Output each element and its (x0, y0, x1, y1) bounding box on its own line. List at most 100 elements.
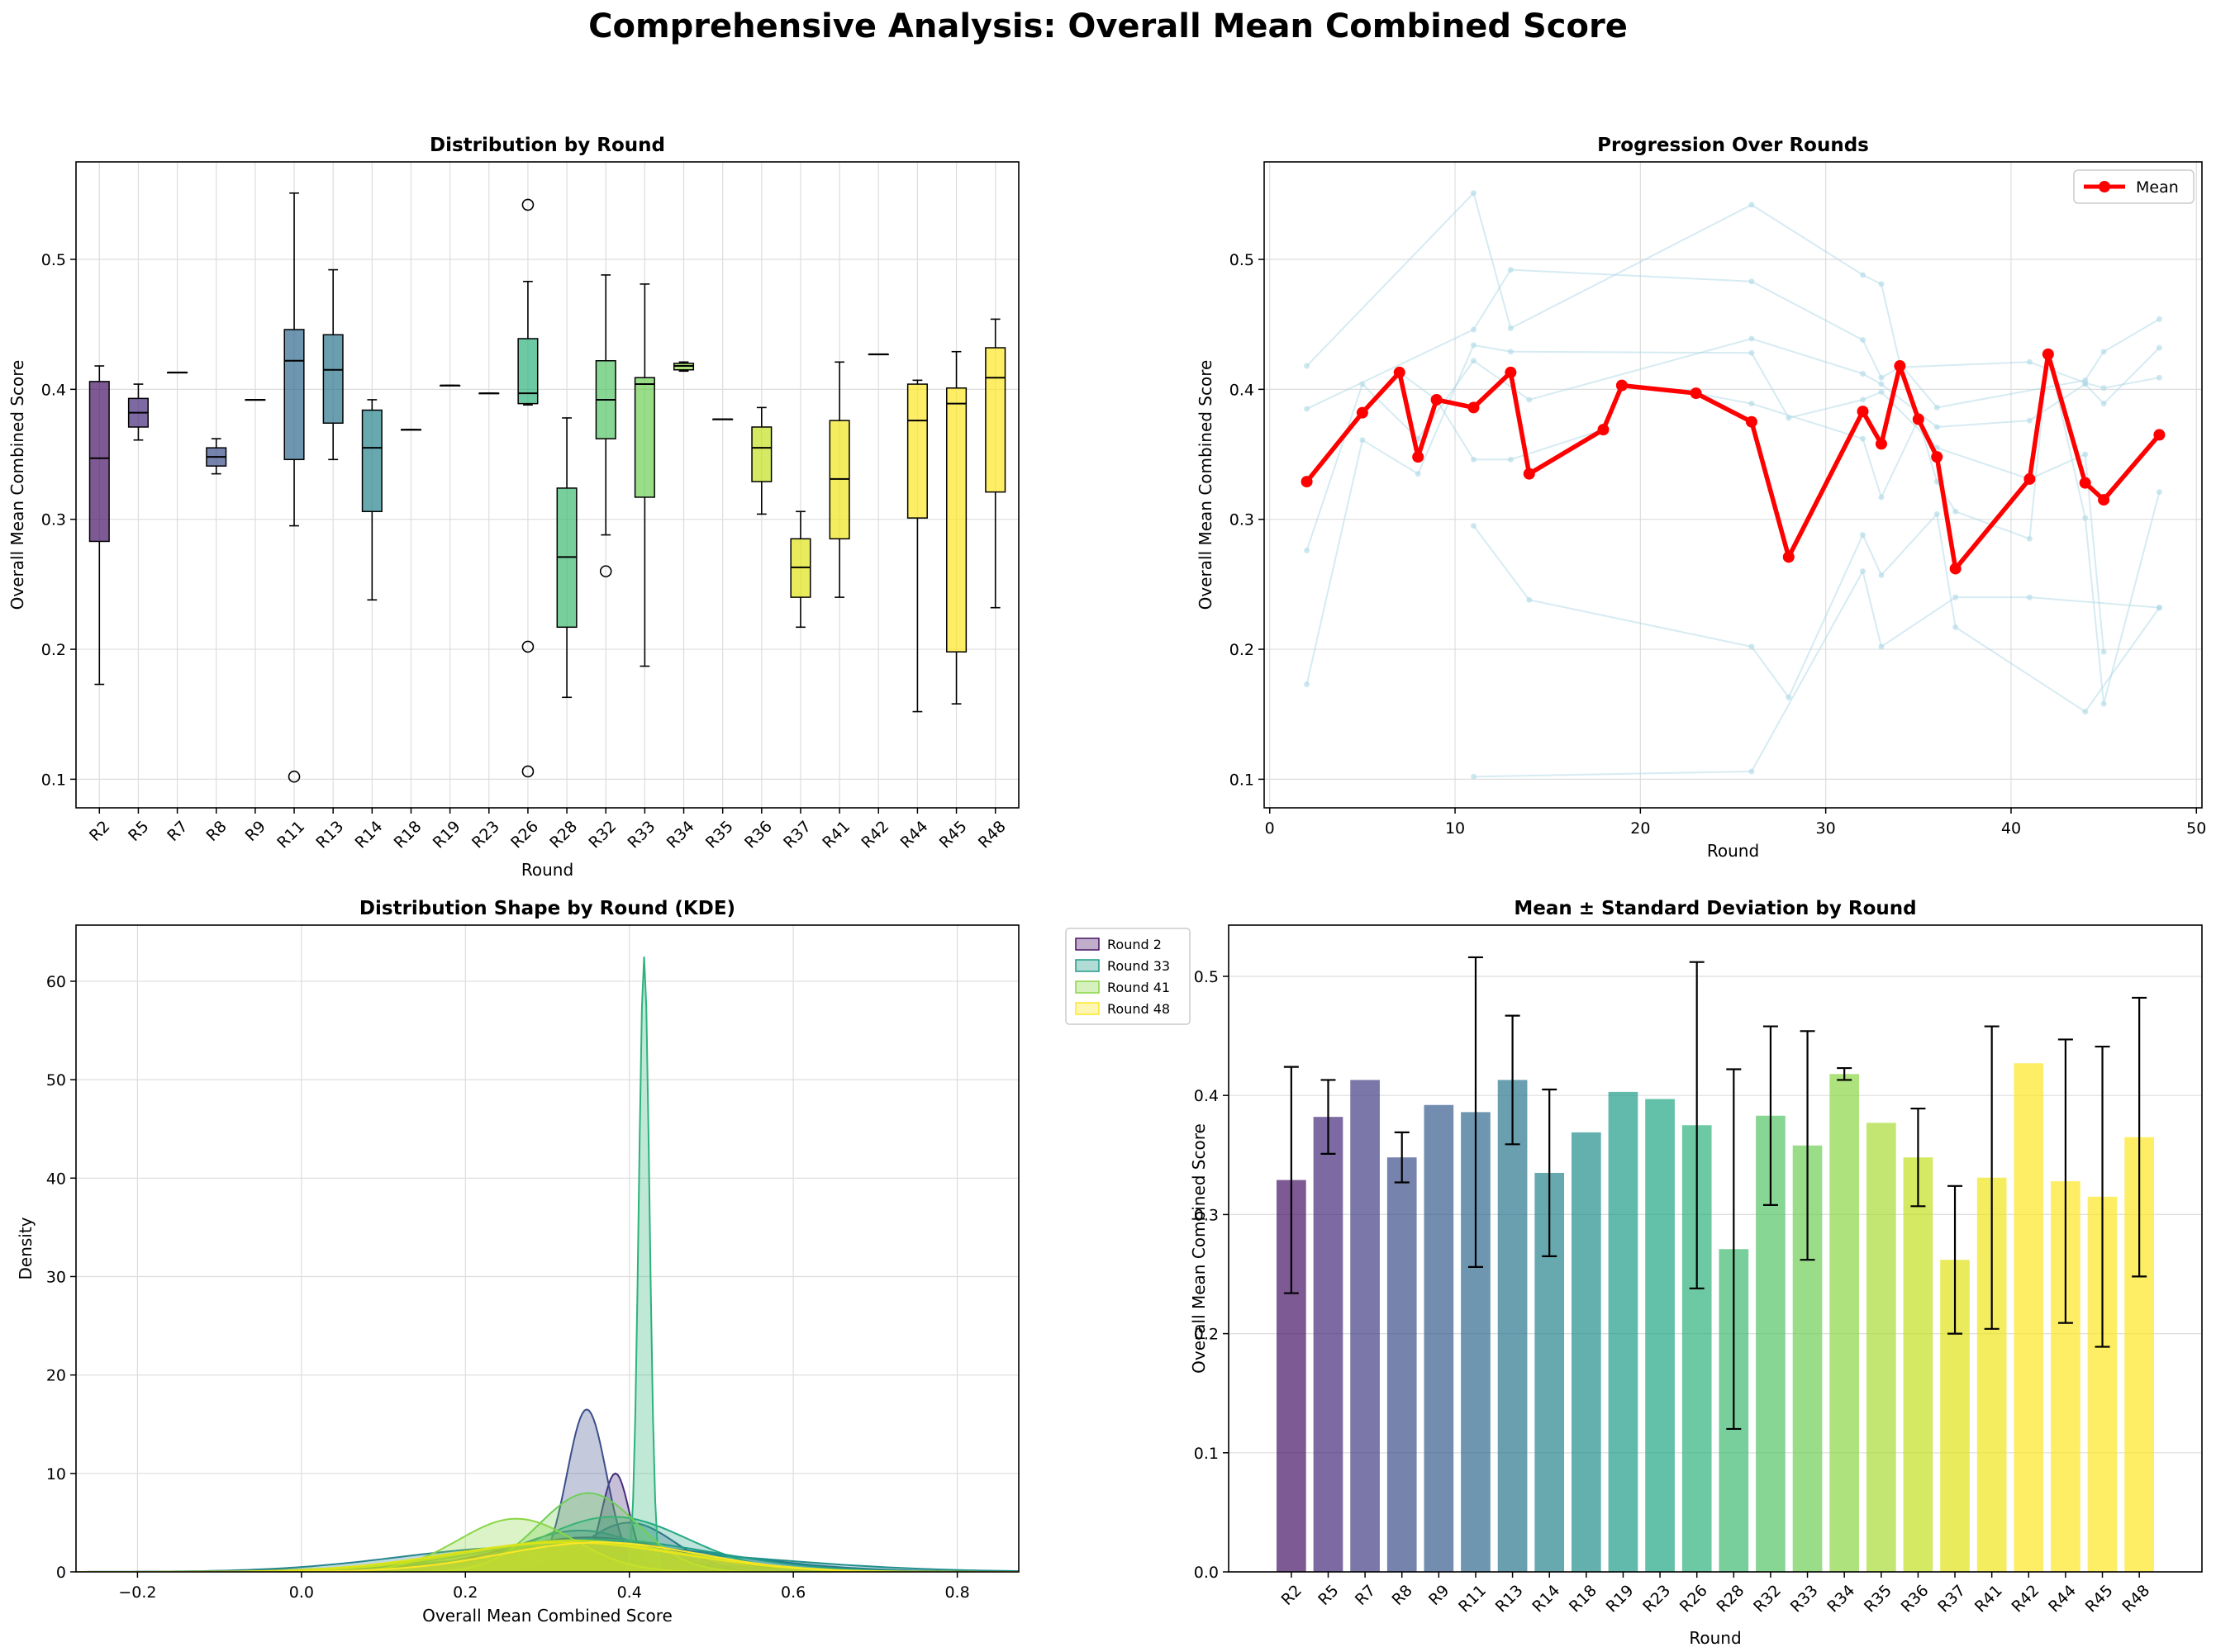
x-tick-label: R14 (351, 818, 386, 852)
individual-point (1860, 532, 1866, 539)
x-tick-label: R41 (819, 818, 854, 852)
x-tick-label: R7 (1352, 1582, 1379, 1609)
y-tick-label: 0.5 (1194, 968, 1219, 986)
x-tick-label: R35 (1861, 1582, 1895, 1616)
x-tick-label: 0.6 (781, 1583, 806, 1602)
mean-point (2098, 494, 2110, 506)
individual-point (1304, 406, 1310, 412)
x-tick-label: R42 (858, 818, 892, 852)
x-tick-label: R48 (2119, 1582, 2153, 1616)
x-tick-label: R37 (1934, 1582, 1969, 1616)
mean-point (1912, 413, 1924, 425)
box-iqr (517, 338, 539, 405)
individual-point (2100, 700, 2107, 707)
bar (2014, 1063, 2044, 1572)
individual-point (1359, 437, 1366, 444)
mean-point (1857, 406, 1869, 418)
box-outlier (521, 198, 535, 211)
x-tick-label: 0.2 (453, 1583, 478, 1602)
box-iqr (751, 426, 773, 482)
y-tick-label: 20 (46, 1367, 66, 1385)
individual-trace (1305, 191, 2160, 409)
individual-point (1748, 643, 1755, 650)
y-tick-label: 40 (46, 1170, 66, 1188)
legend-label: Round 48 (1107, 1001, 1170, 1017)
kde-area (76, 1540, 1019, 1572)
individual-point (1507, 456, 1514, 463)
legend-swatch (1075, 1002, 1100, 1015)
individual-point (2156, 316, 2162, 322)
individual-point (1748, 401, 1755, 407)
x-tick-label: −0.2 (118, 1583, 156, 1602)
x-tick-label: R11 (273, 818, 308, 852)
bar (1386, 1157, 1417, 1572)
individual-point (1860, 337, 1866, 344)
x-axis-label: Round (1707, 841, 1759, 861)
mean-point (1301, 476, 1313, 488)
individual-point (1526, 596, 1533, 603)
kde-area (76, 1547, 1019, 1572)
kde-area (328, 1473, 903, 1572)
y-tick-label: 0.1 (1229, 771, 1254, 789)
y-tick-label: 0.4 (41, 381, 66, 399)
individual-point (1748, 278, 1755, 285)
individual-point (1470, 358, 1477, 364)
mean-std-bar-panel: 0.0 0.1 0.2 0.3 0.4 0.5 R2 R5 R7 R8 R9 R11 R13 R14 R18… (1189, 898, 2203, 1648)
box-iqr (361, 409, 383, 513)
individual-point (2082, 381, 2089, 387)
mean-point (1523, 468, 1535, 480)
individual-point (1470, 773, 1477, 780)
y-axis-label: Overall Mean Combined Score (7, 360, 27, 610)
panel-title: Distribution by Round (430, 135, 665, 156)
individual-point (2026, 417, 2033, 424)
mean-point (1393, 366, 1405, 378)
individual-point (1878, 388, 1885, 395)
kde-panel: Round 2 Round 33 Round 41 Round 48 0 10 20 30 40… (16, 898, 1191, 1626)
individual-point (1470, 190, 1477, 197)
y-tick-label: 60 (46, 973, 66, 991)
individual-point (2082, 451, 2089, 458)
x-tick-label: 0 (1265, 819, 1275, 838)
x-tick-label: R5 (125, 818, 152, 845)
individual-point (1359, 381, 1366, 387)
y-tick-label: 0.1 (41, 771, 66, 789)
x-tick-label: 50 (2186, 819, 2206, 838)
bar (1829, 1074, 1860, 1572)
mean-point (2079, 477, 2091, 489)
individual-point (1415, 471, 1421, 477)
x-tick-label: R34 (1824, 1582, 1858, 1616)
x-tick-label: R19 (1603, 1582, 1638, 1616)
x-tick-label: R2 (86, 818, 113, 845)
x-axis-label: Round (1689, 1628, 1741, 1648)
box-iqr (906, 383, 928, 519)
individual-point (1878, 572, 1885, 578)
bar (1350, 1080, 1380, 1572)
x-tick-label: R36 (741, 818, 776, 852)
individual-point (1470, 523, 1477, 529)
y-tick-label: 0.3 (41, 511, 66, 529)
boxplot-panel: 0.1 0.2 0.3 0.4 0.5 R2 R5 R7 R8 R9 R11 R13 R14 R18 R19… (7, 135, 1020, 880)
kde-curve (76, 1551, 1019, 1572)
x-tick-label: 0.8 (944, 1583, 969, 1602)
y-tick-label: 30 (46, 1268, 66, 1286)
x-tick-label: R44 (897, 818, 932, 852)
mean-line (1305, 352, 2161, 572)
individual-point (1952, 594, 1959, 601)
x-tick-label: R11 (1455, 1582, 1490, 1616)
y-axis-label: Density (16, 1217, 36, 1279)
individual-point (1860, 435, 1866, 442)
x-tick-label: R8 (202, 818, 230, 845)
y-tick-label: 0.4 (1229, 381, 1254, 399)
y-tick-label: 0.4 (1194, 1087, 1219, 1105)
x-axis-label: Overall Mean Combined Score (422, 1606, 673, 1626)
box-iqr (283, 329, 305, 461)
bar (1866, 1123, 1896, 1572)
individual-point (2156, 344, 2162, 351)
individual-point (1507, 267, 1514, 273)
x-axis-label: Round (521, 860, 573, 880)
x-tick-label: R7 (164, 818, 191, 845)
box-iqr (946, 387, 968, 653)
bar (1645, 1099, 1675, 1572)
y-tick-label: 0.3 (1194, 1206, 1219, 1224)
